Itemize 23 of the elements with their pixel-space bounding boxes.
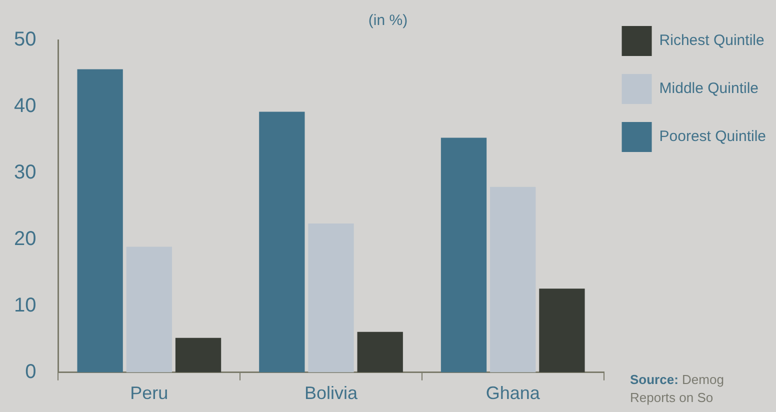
bar bbox=[126, 246, 172, 372]
bar bbox=[539, 288, 585, 372]
y-tick-label: 20 bbox=[14, 228, 36, 250]
legend-label: Middle Quintile bbox=[659, 80, 758, 98]
bar bbox=[77, 69, 123, 372]
y-tick-label: 50 bbox=[14, 28, 36, 51]
x-tick-label: Peru bbox=[130, 383, 168, 404]
legend-label: Poorest Quintile bbox=[659, 128, 766, 146]
y-tick-label: 30 bbox=[14, 161, 36, 184]
y-tick-label: 10 bbox=[14, 294, 36, 316]
x-tick-label: Ghana bbox=[486, 383, 541, 404]
y-tick-label: 40 bbox=[14, 94, 36, 117]
x-tick-label: Bolivia bbox=[304, 383, 359, 404]
bar bbox=[357, 332, 403, 372]
source-note: Source: Demog Reports on So bbox=[630, 372, 724, 405]
y-tick-label: 0 bbox=[25, 360, 36, 383]
bar bbox=[308, 223, 354, 372]
chart-title: (in %) bbox=[368, 12, 408, 30]
bar bbox=[259, 112, 305, 372]
bar bbox=[490, 186, 536, 372]
legend-label: Richest Quintile bbox=[659, 32, 764, 50]
bar bbox=[175, 338, 222, 372]
bar bbox=[440, 138, 487, 372]
